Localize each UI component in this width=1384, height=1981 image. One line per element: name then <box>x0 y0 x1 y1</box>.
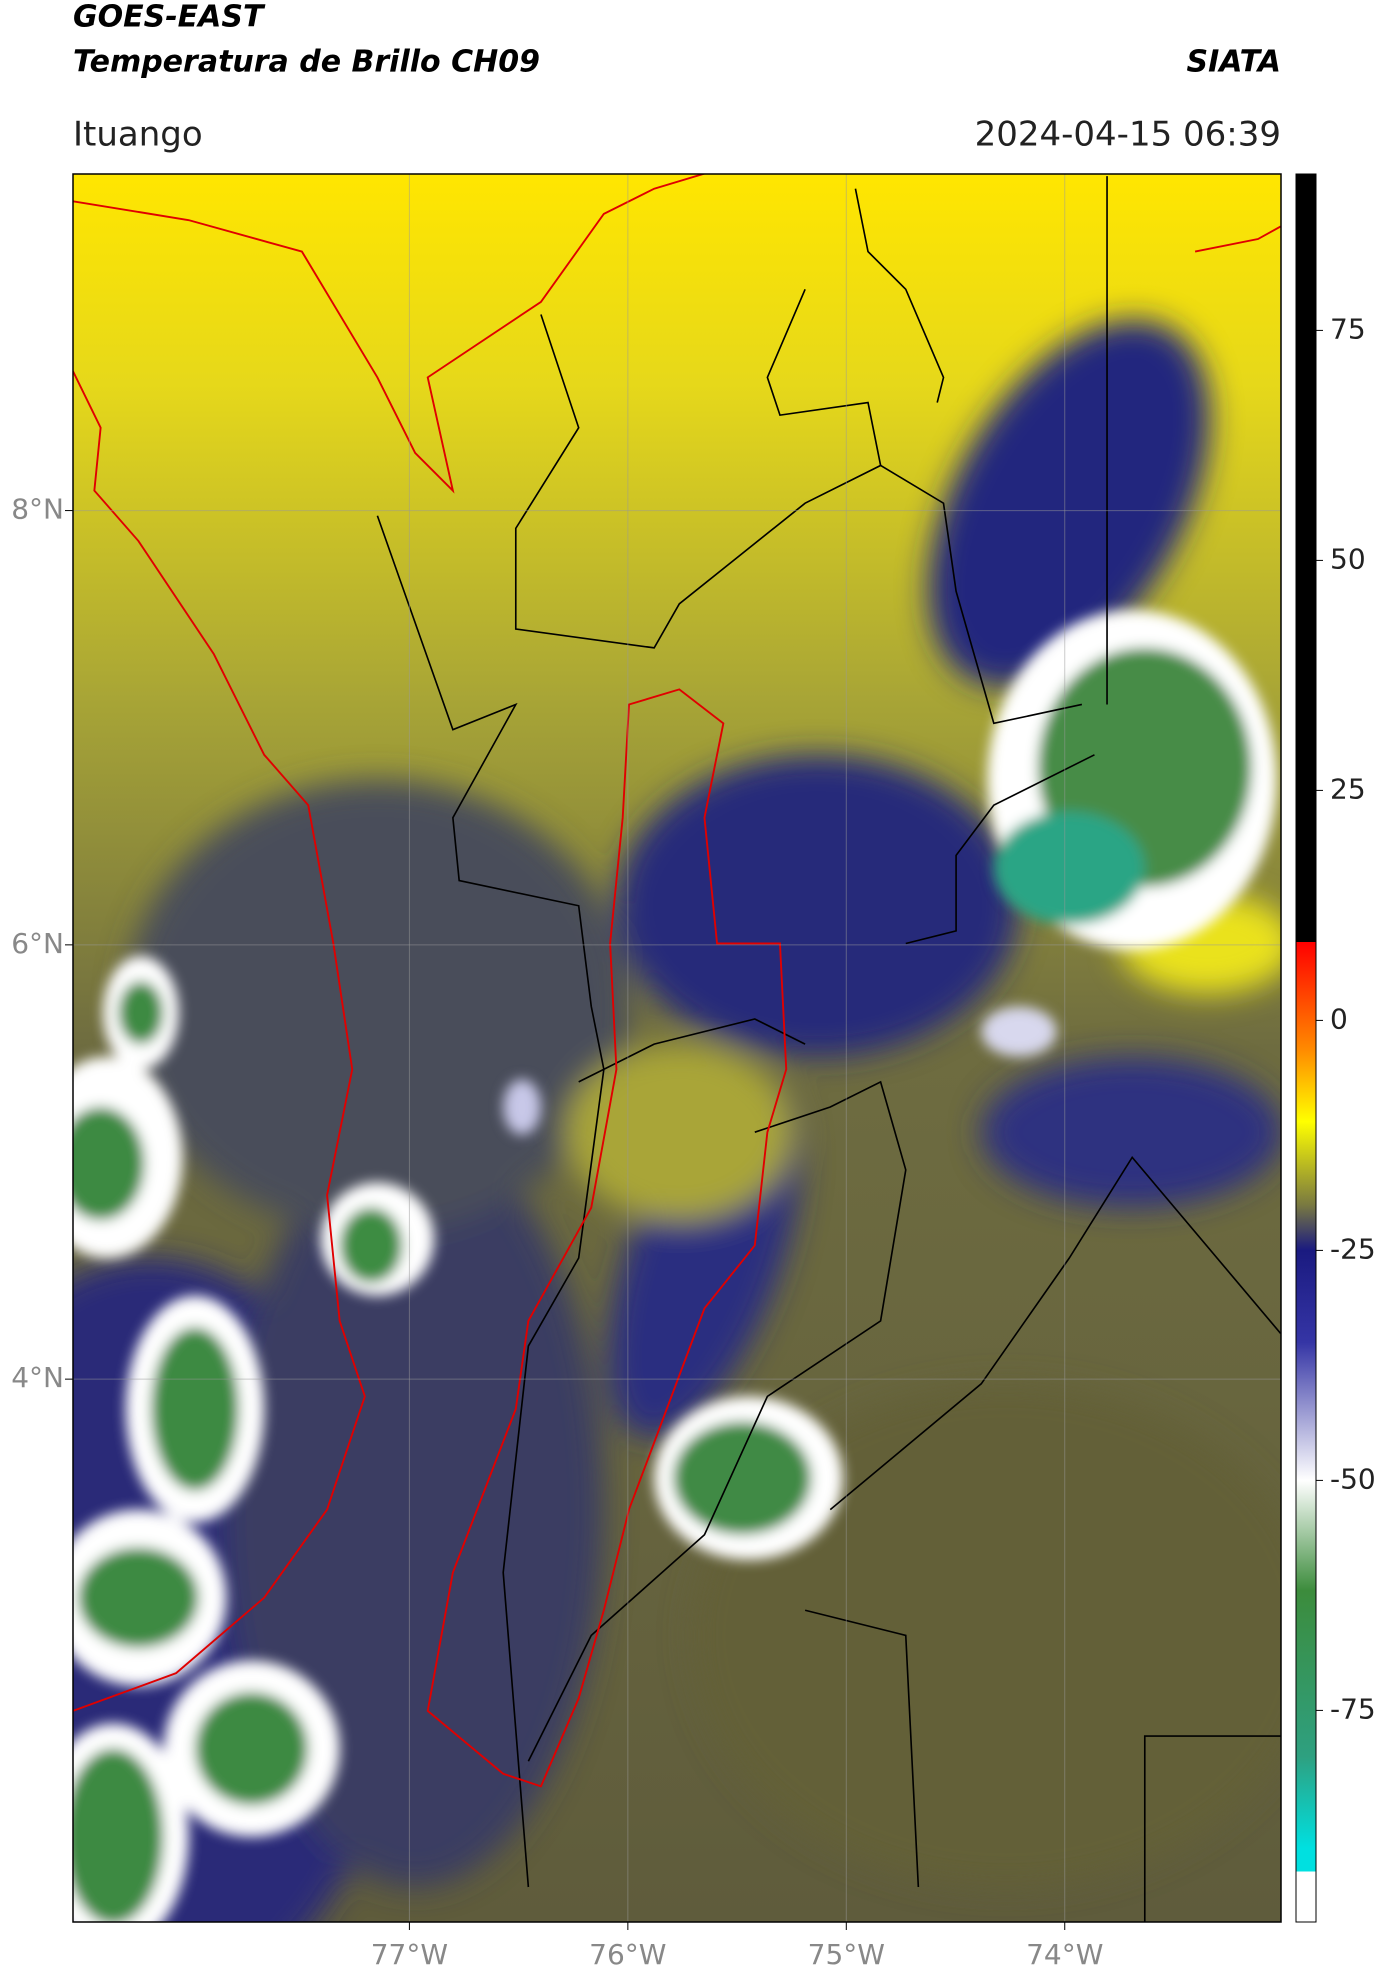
colorbar-tick-label: 75 <box>1330 312 1366 345</box>
title: GOES-EAST <box>73 0 266 35</box>
colorbar-tick-label: 50 <box>1330 542 1366 575</box>
colorbar-tick-label: 0 <box>1330 1002 1348 1035</box>
source: SIATA <box>1187 45 1281 80</box>
y-tick-label: 4°N <box>11 1361 64 1394</box>
y-tick-label: 8°N <box>11 493 64 526</box>
subtitle: Temperatura de Brillo CH09 <box>73 45 540 80</box>
location: Ituango <box>73 115 203 155</box>
colorbar-fill <box>1295 173 1317 1923</box>
x-tick-label: 74°W <box>1026 1938 1103 1971</box>
x-tick-label: 75°W <box>808 1938 885 1971</box>
datetime: 2024-04-15 06:39 <box>975 115 1281 155</box>
y-tick-label: 6°N <box>11 927 64 960</box>
grid <box>73 174 1281 1922</box>
colorbar: 75 50 25 0 -25 -50 -75 <box>1295 173 1376 1923</box>
x-tick-label: 76°W <box>589 1938 666 1971</box>
map-image <box>73 174 1281 1922</box>
x-tick-label: 77°W <box>371 1938 448 1971</box>
colorbar-tick-label: 25 <box>1330 772 1366 805</box>
colorbar-tick-label: -75 <box>1330 1692 1376 1725</box>
colorbar-tick-label: -50 <box>1330 1462 1376 1495</box>
map-frame <box>72 173 1282 1923</box>
colorbar-tick-label: -25 <box>1330 1232 1376 1265</box>
